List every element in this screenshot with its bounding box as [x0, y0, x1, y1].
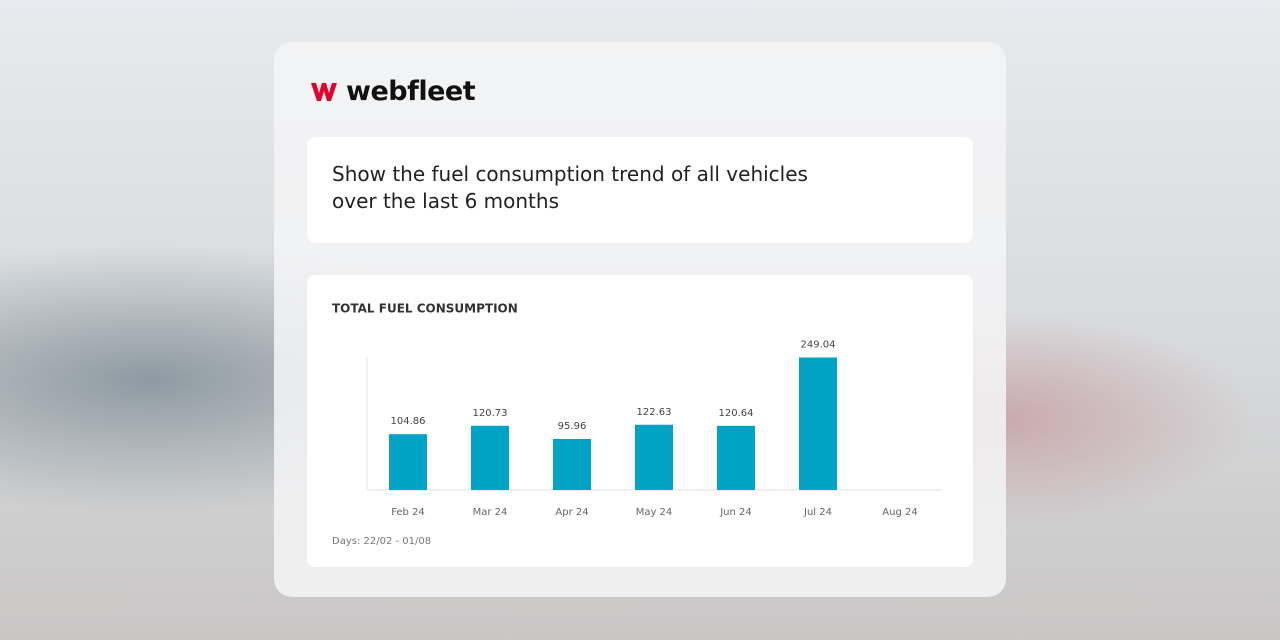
bar [553, 438, 591, 490]
bar [635, 424, 673, 490]
logo-text: webfleet [346, 76, 476, 107]
chart: TOTAL FUEL CONSUMPTION Days: 22/02 - 01/… [332, 302, 942, 547]
chart-box: TOTAL FUEL CONSUMPTION Days: 22/02 - 01/… [307, 275, 973, 567]
prompt-text: Show the fuel consumption trend of all v… [332, 162, 808, 213]
value-label: 120.64 [719, 408, 754, 419]
x-tick-label: Jun 24 [719, 507, 752, 518]
x-tick-label: Aug 24 [882, 507, 917, 518]
value-label: 120.73 [473, 408, 508, 419]
logo: webfleet [310, 76, 476, 107]
value-label: 249.04 [801, 340, 836, 351]
bar [717, 425, 755, 490]
value-label: 122.63 [637, 407, 672, 418]
logo-icon [311, 82, 337, 101]
x-tick-label: May 24 [636, 507, 673, 518]
bar [799, 357, 837, 490]
x-tick-label: Jul 24 [803, 507, 832, 518]
prompt-box: Show the fuel consumption trend of all v… [307, 137, 973, 243]
x-tick-label: Mar 24 [473, 507, 508, 518]
bar [471, 425, 509, 490]
x-tick-label: Apr 24 [555, 507, 588, 518]
value-label: 95.96 [558, 421, 587, 432]
bar [389, 434, 427, 490]
value-label: 104.86 [391, 416, 426, 427]
x-tick-label: Feb 24 [391, 507, 425, 518]
chart-note: Days: 22/02 - 01/08 [332, 536, 431, 547]
chart-title: TOTAL FUEL CONSUMPTION [332, 302, 518, 316]
